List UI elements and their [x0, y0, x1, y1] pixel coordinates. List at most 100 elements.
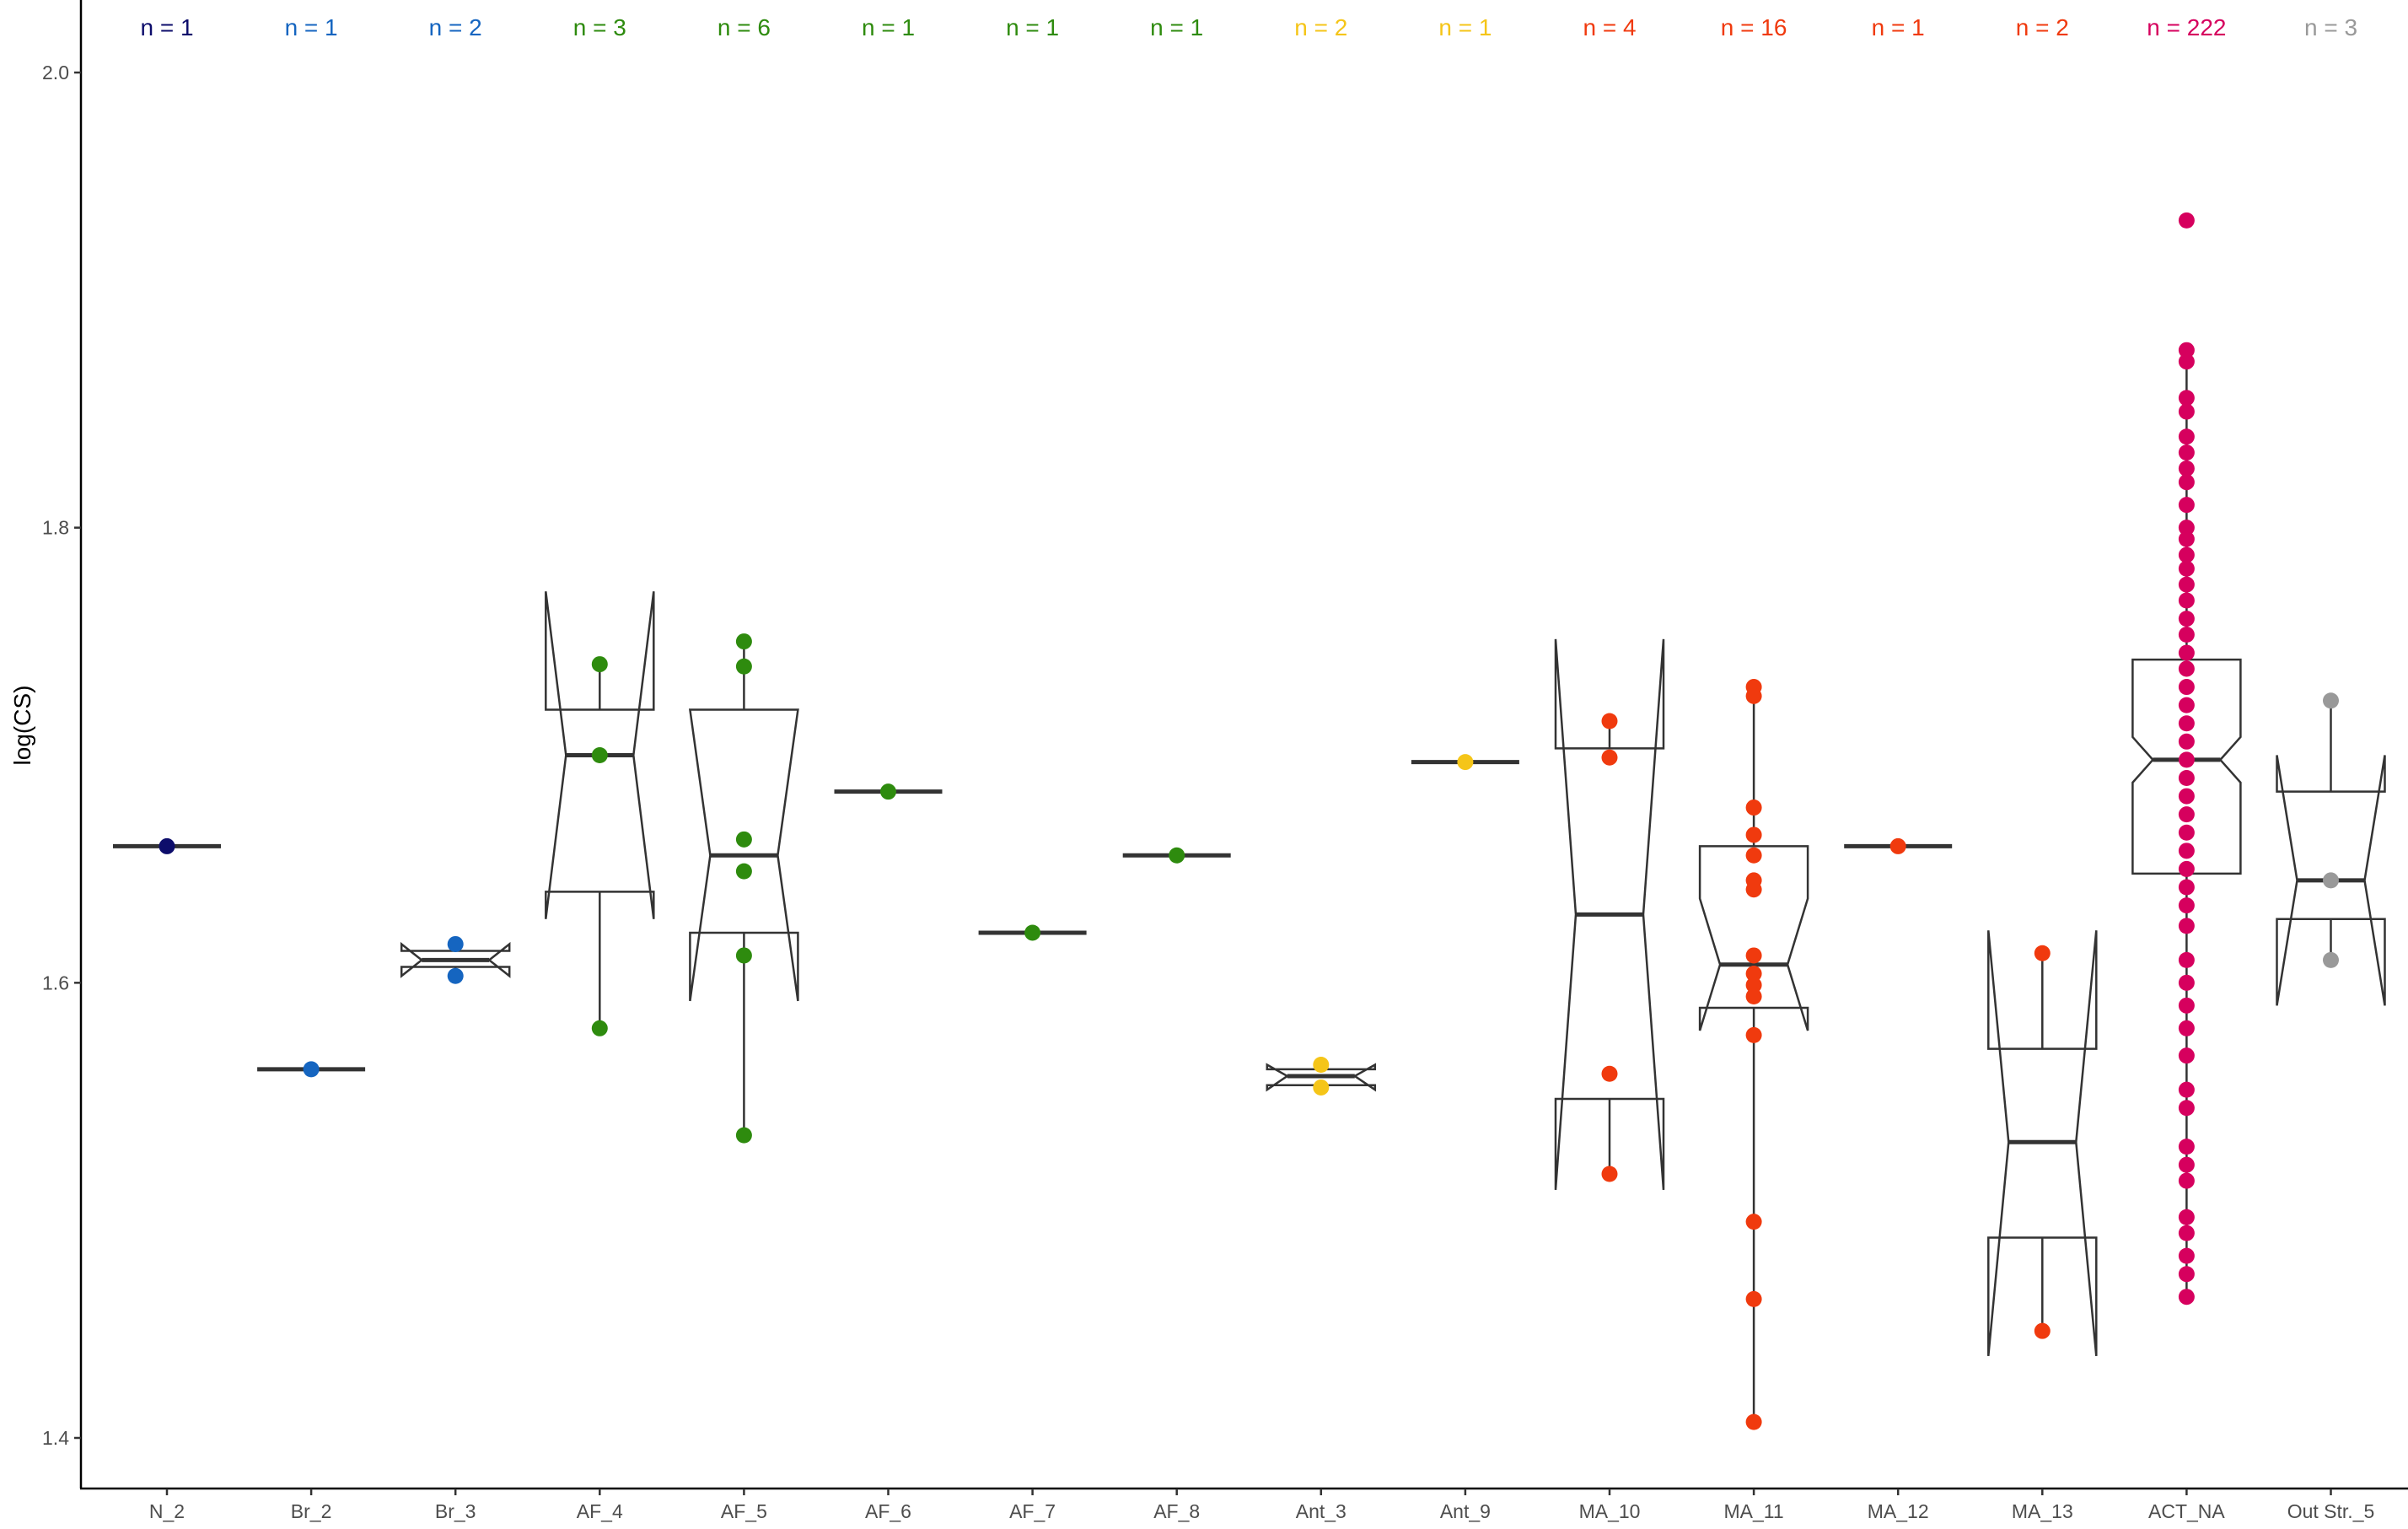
x-tick-label: AF_8 — [1153, 1500, 1200, 1522]
data-point — [2178, 1172, 2195, 1189]
data-point — [735, 633, 752, 650]
data-point — [2178, 576, 2195, 593]
data-point — [2178, 520, 2195, 536]
x-tick-label: Out Str._5 — [2287, 1500, 2375, 1522]
data-point — [303, 1061, 320, 1078]
data-point — [1457, 754, 1474, 771]
data-point — [2178, 1047, 2195, 1064]
data-point — [1745, 947, 1762, 964]
data-point — [2178, 474, 2195, 491]
x-tick-label: N_2 — [149, 1500, 185, 1522]
axes-layer — [79, 0, 2408, 1490]
n-count-label: n = 222 — [2147, 14, 2226, 40]
data-point — [2178, 1266, 2195, 1283]
n-count-label: n = 2 — [429, 14, 482, 40]
data-point — [2178, 1100, 2195, 1117]
n-count-label: n = 1 — [1438, 14, 1492, 40]
n-count-label: n = 1 — [140, 14, 193, 40]
data-point — [2178, 444, 2195, 461]
x-tick-label: Ant_9 — [1440, 1500, 1491, 1522]
data-point — [1745, 1413, 1762, 1430]
data-point — [2178, 560, 2195, 577]
data-point — [1889, 837, 1906, 854]
n-count-label: n = 3 — [573, 14, 626, 40]
data-point — [2178, 1156, 2195, 1173]
boxes-layer — [113, 350, 2386, 1423]
data-point — [1313, 1079, 1330, 1096]
n-count-label: n = 4 — [1583, 14, 1636, 40]
x-tick-label: MA_11 — [1724, 1500, 1784, 1522]
x-tick-label: MA_13 — [2012, 1500, 2073, 1522]
data-point — [591, 1020, 608, 1036]
n-count-label: n = 3 — [2304, 14, 2357, 40]
data-point — [2178, 644, 2195, 661]
data-point — [2178, 460, 2195, 477]
x-tick-label: MA_12 — [1868, 1500, 1929, 1522]
data-point — [2323, 872, 2339, 889]
data-point — [2178, 546, 2195, 563]
x-tick-label: Br_3 — [435, 1500, 476, 1522]
x-tick-label: Br_2 — [291, 1500, 332, 1522]
data-point — [1024, 924, 1041, 941]
n-count-label: n = 1 — [1006, 14, 1059, 40]
data-point — [2178, 660, 2195, 677]
data-point — [591, 656, 608, 673]
data-point — [2178, 951, 2195, 968]
data-point — [2178, 751, 2195, 768]
data-point — [2178, 806, 2195, 823]
data-point — [2178, 897, 2195, 914]
data-point — [2178, 679, 2195, 696]
data-point — [1745, 977, 1762, 993]
data-point — [2178, 428, 2195, 445]
data-point — [591, 747, 608, 763]
y-tick-label: 1.4 — [42, 1427, 69, 1449]
notched-box — [1698, 845, 1809, 1031]
data-point — [1745, 881, 1762, 898]
x-tick-label: AF_7 — [1009, 1500, 1056, 1522]
data-point — [2323, 692, 2339, 709]
data-point — [2178, 733, 2195, 750]
data-point — [2034, 1322, 2051, 1339]
data-point — [880, 783, 896, 800]
data-point — [2178, 860, 2195, 877]
data-point — [1745, 1026, 1762, 1043]
data-point — [2178, 788, 2195, 805]
data-point — [2178, 843, 2195, 859]
n-count-label: n = 1 — [1872, 14, 1925, 40]
y-tick-label: 1.8 — [42, 517, 69, 539]
data-point — [2178, 1247, 2195, 1264]
x-tick-label: ACT_NA — [2148, 1500, 2225, 1522]
y-ticks-layer: 1.4 1.6 1.8 2.0 — [42, 62, 81, 1449]
x-tick-label: AF_4 — [577, 1500, 623, 1522]
data-point — [735, 1127, 752, 1144]
data-point — [1601, 749, 1618, 766]
data-point — [1169, 847, 1185, 864]
data-point — [1601, 713, 1618, 730]
data-point — [447, 967, 464, 984]
data-point — [2178, 879, 2195, 896]
data-point — [2178, 403, 2195, 420]
y-tick-label: 2.0 — [42, 62, 69, 83]
data-point — [2034, 945, 2051, 961]
data-point — [1745, 799, 1762, 816]
data-point — [2178, 342, 2195, 358]
data-point — [1745, 847, 1762, 864]
data-point — [1601, 1166, 1618, 1182]
data-point — [2178, 611, 2195, 627]
data-point — [2178, 974, 2195, 991]
data-point — [735, 947, 752, 964]
data-point — [2178, 390, 2195, 406]
data-point — [2178, 715, 2195, 732]
n-count-label: n = 1 — [862, 14, 915, 40]
points-layer — [159, 212, 2339, 1430]
y-tick-label: 1.6 — [42, 972, 69, 993]
n-count-label: n = 6 — [718, 14, 771, 40]
data-point — [1601, 1065, 1618, 1082]
data-point — [2178, 1289, 2195, 1306]
n-count-label: n = 1 — [285, 14, 338, 40]
data-point — [1745, 1290, 1762, 1307]
data-point — [447, 935, 464, 952]
x-tick-label: AF_5 — [721, 1500, 767, 1522]
data-point — [1745, 1214, 1762, 1230]
